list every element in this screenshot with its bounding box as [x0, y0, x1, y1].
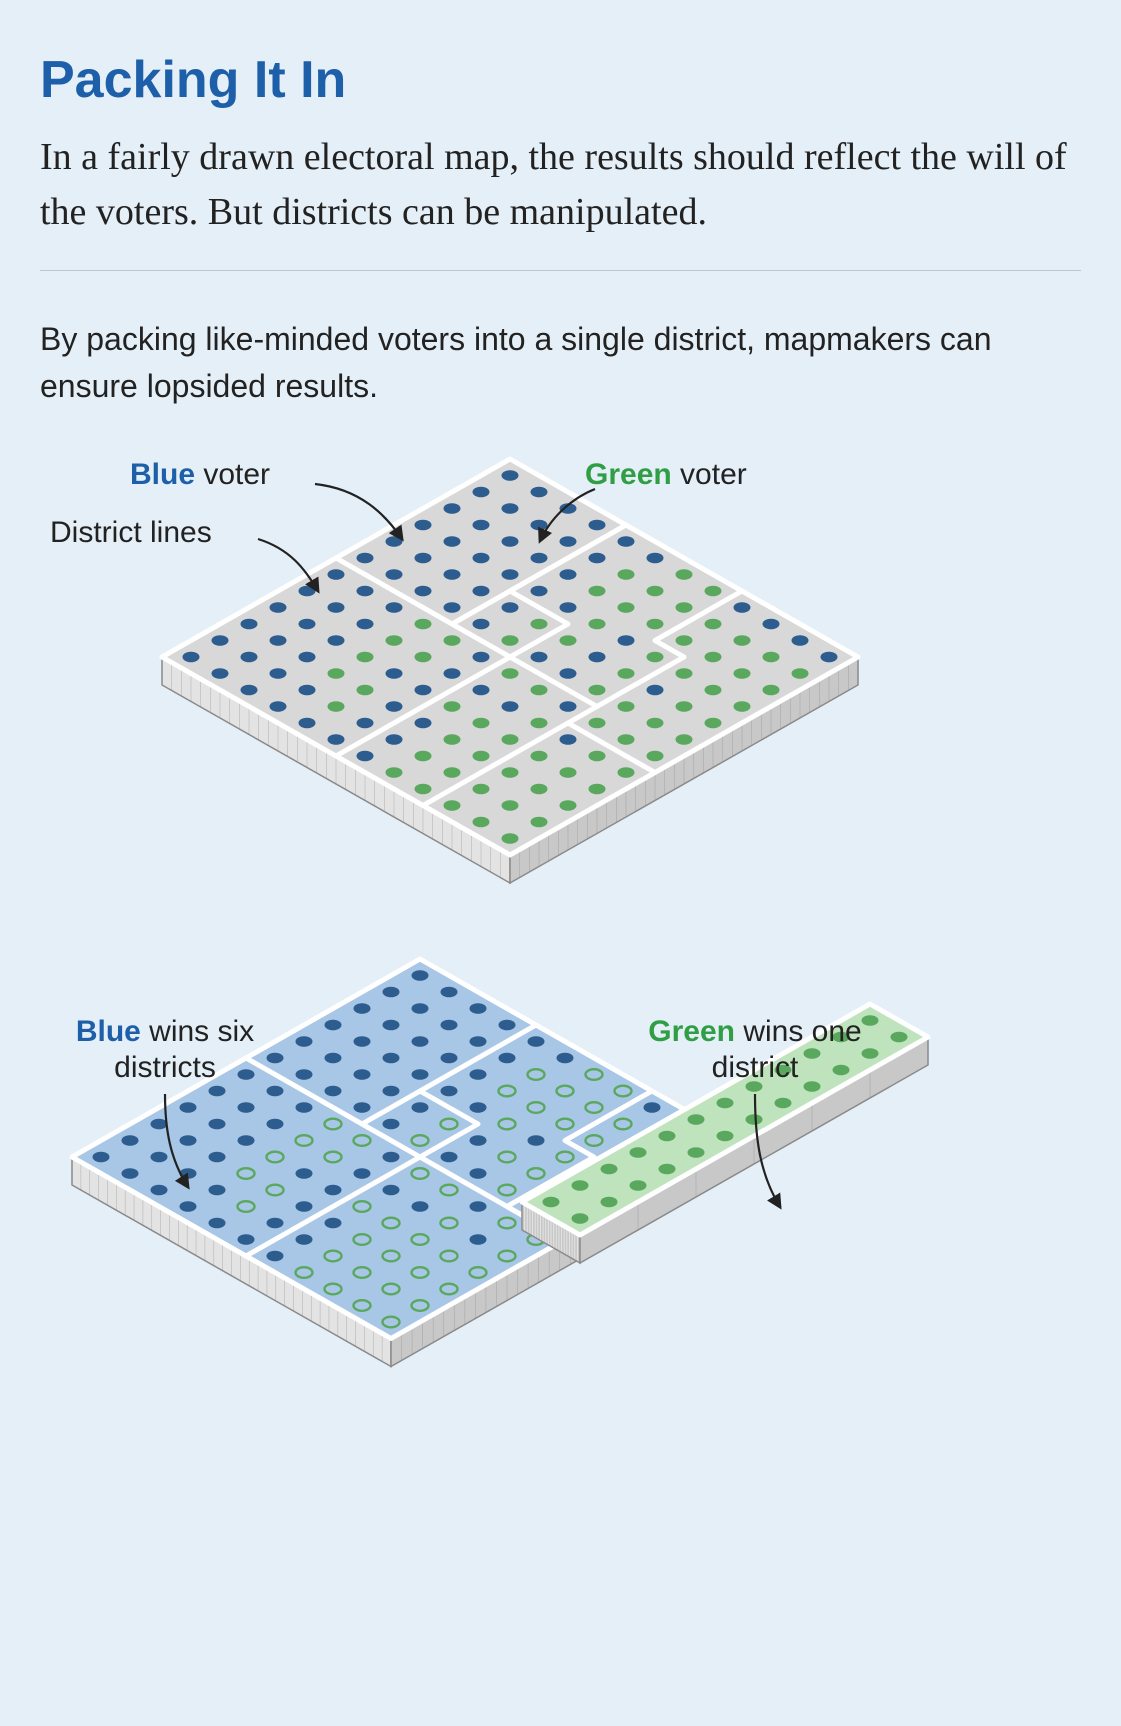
isometric-scene: [40, 429, 1081, 1479]
subtitle: In a fairly drawn electoral map, the res…: [40, 130, 1081, 240]
label-blue-voter: Blue voter: [130, 457, 270, 493]
caption: By packing like-minded voters into a sin…: [40, 316, 1081, 409]
label-district-lines: District lines: [50, 515, 212, 551]
diagram: Blue voter Green voter District lines Bl…: [40, 429, 1081, 1479]
label-green-voter: Green voter: [585, 457, 747, 493]
page-title: Packing It In: [40, 50, 1081, 110]
label-blue-wins: Blue wins six districts: [55, 1014, 275, 1086]
divider: [40, 270, 1081, 271]
label-green-wins: Green wins one district: [645, 1014, 865, 1086]
